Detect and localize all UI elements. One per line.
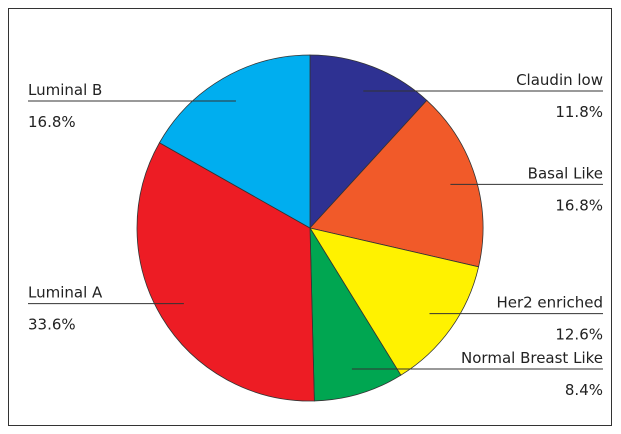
pie-slice <box>309 227 480 376</box>
slice-label: Normal Breast Like <box>461 349 603 367</box>
pie-slice <box>309 99 484 268</box>
pie-slice <box>309 226 402 402</box>
pie-slice <box>309 54 428 230</box>
slice-label: Luminal A <box>28 284 103 302</box>
pie-slice <box>136 142 315 402</box>
slice-value-label: 16.8% <box>555 196 603 214</box>
slice-value-label: 33.6% <box>28 316 76 334</box>
slice-value-label: 11.8% <box>555 103 603 121</box>
slice-value-label: 12.6% <box>555 326 603 344</box>
slice-label: Her2 enriched <box>496 294 603 312</box>
slice-label: Luminal B <box>28 81 102 99</box>
slice-label: Basal Like <box>528 164 603 182</box>
slice-value-label: 16.8% <box>28 113 76 131</box>
pie-slice <box>158 54 311 229</box>
slice-label: Claudin low <box>516 71 603 89</box>
slice-value-label: 8.4% <box>565 381 603 399</box>
